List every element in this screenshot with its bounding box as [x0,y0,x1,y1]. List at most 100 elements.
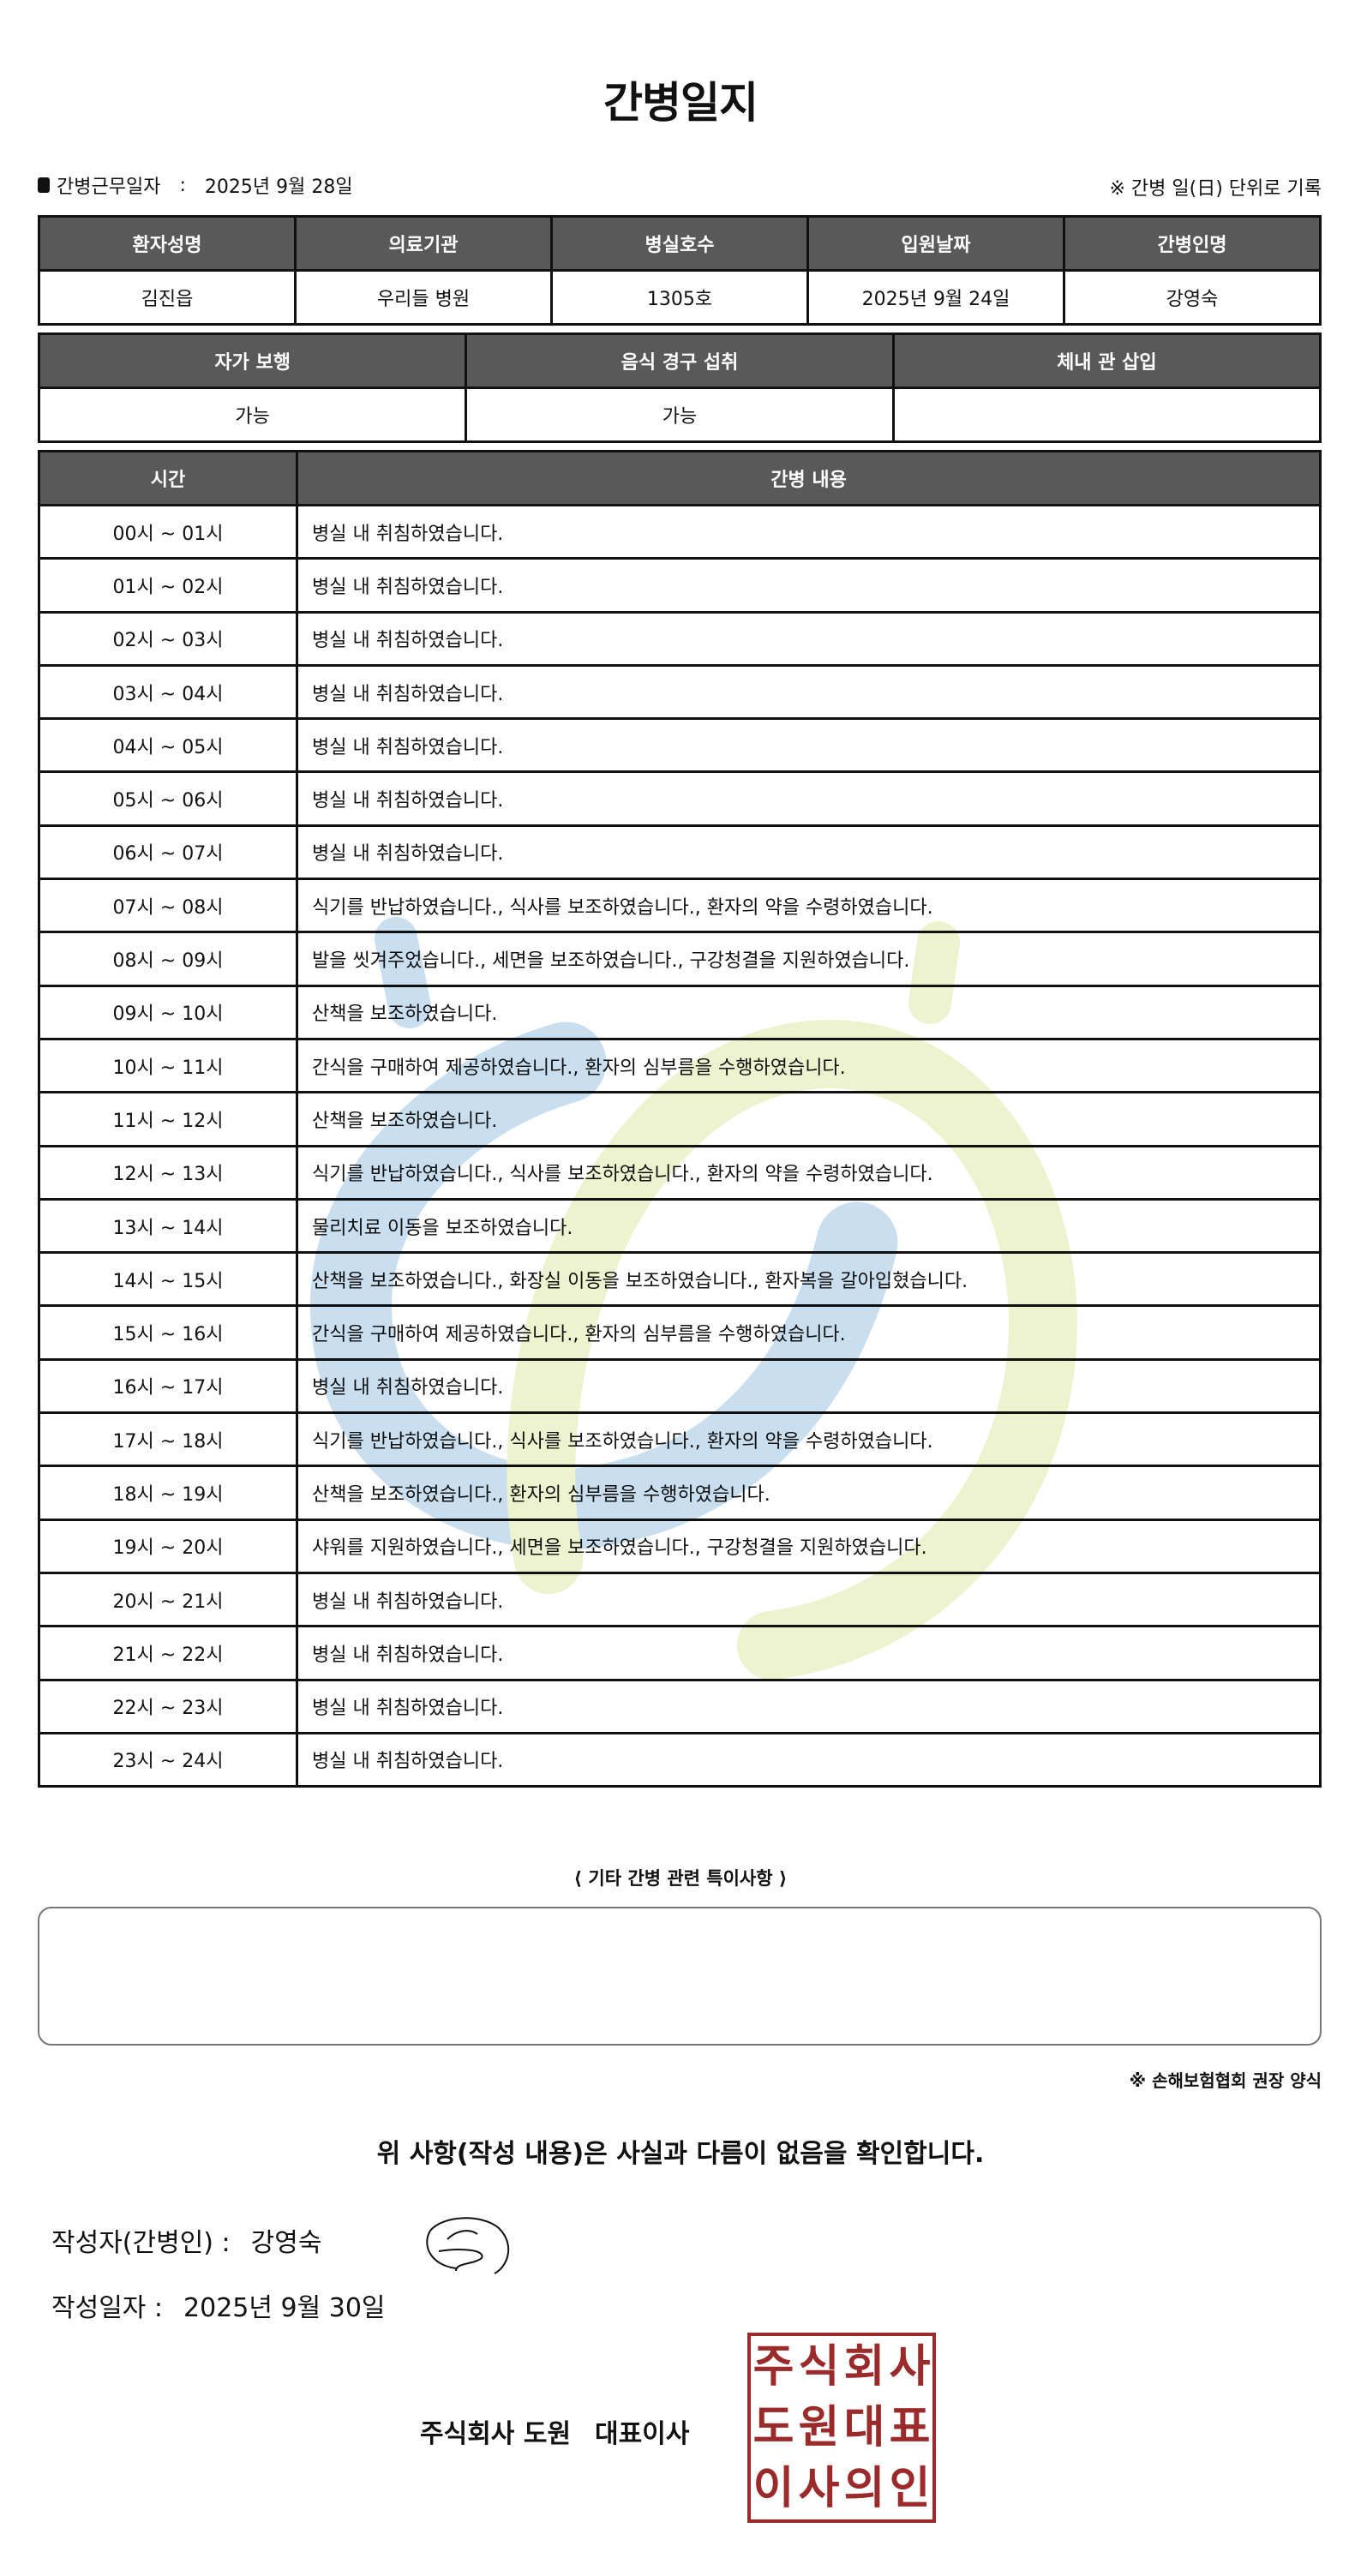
time-cell: 09시 ~ 10시 [38,984,298,1040]
table-row: 11시 ~ 12시 산책을 보조하였습니다. [38,1091,1322,1147]
time-cell: 08시 ~ 09시 [38,931,298,987]
table-row: 17시 ~ 18시 식기를 반납하였습니다., 식사를 보조하였습니다., 환자의… [38,1411,1322,1468]
table-row: 02시 ~ 03시 병실 내 취침하였습니다. [38,610,1322,667]
patient-table-cell: 2025년 9월 24일 [806,269,1065,326]
work-date-value: 2025년 9월 28일 [204,177,353,198]
table-row: 05시 ~ 06시 병실 내 취침하였습니다. [38,770,1322,827]
table-row: 07시 ~ 08시 식기를 반납하였습니다., 식사를 보조하였습니다., 환자의… [38,878,1322,934]
time-cell: 12시 ~ 13시 [38,1144,298,1201]
company-title: 대표이사 [595,2419,690,2449]
time-cell: 15시 ~ 16시 [38,1304,298,1361]
time-cell: 11시 ~ 12시 [38,1091,298,1147]
work-date: 간병근무일자 : 2025년 9월 28일 [38,171,353,199]
time-cell: 16시 ~ 17시 [38,1357,298,1415]
time-cell: 22시 ~ 23시 [38,1678,298,1734]
table-row: 18시 ~ 19시 산책을 보조하였습니다., 환자의 심부름을 수행하였습니다. [38,1465,1322,1521]
table-row: 01시 ~ 02시 병실 내 취침하였습니다. [38,557,1322,614]
stamp-character: 주 [752,2340,794,2393]
work-date-separator: : [179,174,186,196]
content-cell: 산책을 보조하였습니다. [296,1091,1322,1147]
stamp-character: 표 [889,2401,931,2453]
table-row: 21시 ~ 22시 병실 내 취침하였습니다. [38,1625,1322,1681]
stamp-character: 회 [843,2340,885,2393]
time-cell: 06시 ~ 07시 [38,824,298,881]
content-cell: 병실 내 취침하였습니다. [296,1357,1322,1415]
written-date-value: 2025년 9월 30일 [183,2293,386,2323]
patient-table-header: 환자성명 [38,215,297,272]
record-note: ※ 간병 일(日) 단위로 기록 [1109,178,1322,200]
stamp-character: 인 [889,2463,931,2515]
time-cell: 03시 ~ 04시 [38,663,298,721]
stamp-character: 사 [889,2340,931,2393]
content-cell: 병실 내 취침하였습니다. [296,663,1322,721]
content-cell: 간식을 구매하여 제공하였습니다., 환자의 심부름을 수행하였습니다. [296,1304,1322,1361]
content-cell: 병실 내 취침하였습니다. [296,1731,1322,1788]
special-notes-label: ⟨ 기타 간병 관련 특이사항 ⟩ [573,1868,788,1889]
table-row: 08시 ~ 09시 발을 씻겨주었습니다., 세면을 보조하였습니다., 구강청결… [38,931,1322,987]
time-cell: 14시 ~ 15시 [38,1251,298,1308]
time-cell: 18시 ~ 19시 [38,1465,298,1521]
patient-table-cell: 김진읍 [38,269,297,326]
content-cell: 발을 씻겨주었습니다., 세면을 보조하였습니다., 구강청결을 지원하였습니다… [296,931,1322,987]
content-cell: 병실 내 취침하였습니다. [296,824,1322,881]
status-table-header: 체내 관 삽입 [891,332,1322,389]
time-cell: 05시 ~ 06시 [38,770,298,827]
time-cell: 21시 ~ 22시 [38,1625,298,1681]
care-log-table: 시간 간병 내용 00시 ~ 01시 병실 내 취침하였습니다. 01시 ~ 02시… [38,450,1322,1788]
time-cell: 10시 ~ 11시 [38,1037,298,1094]
patient-table-cell: 강영숙 [1063,269,1322,326]
table-row: 10시 ~ 11시 간식을 구매하여 제공하였습니다., 환자의 심부름을 수행하… [38,1037,1322,1094]
written-date-line: 작성일자 : 2025년 9월 30일 [51,2286,386,2324]
stamp-character: 사 [798,2463,840,2515]
table-row: 19시 ~ 20시 샤워를 지원하였습니다., 세면을 보조하였습니다., 구강청… [38,1518,1322,1574]
patient-status-table: 자가 보행 음식 경구 섭취 체내 관 삽입 가능 가능 [37,332,1322,443]
table-row: 14시 ~ 15시 산책을 보조하였습니다., 화장실 이동을 보조하였습니다.,… [38,1251,1322,1308]
status-table-cell: 가능 [465,386,895,443]
patient-table-cell: 1305호 [550,269,809,326]
table-row: 13시 ~ 14시 물리치료 이동을 보조하였습니다. [38,1197,1322,1255]
table-row: 06시 ~ 07시 병실 내 취침하였습니다. [38,824,1322,881]
content-cell: 병실 내 취침하였습니다. [296,557,1322,614]
table-row: 00시 ~ 01시 병실 내 취침하였습니다. [38,503,1322,560]
time-cell: 23시 ~ 24시 [38,1731,298,1788]
company-signature: 주식회사 도원 대표이사 [420,2412,689,2450]
content-cell: 식기를 반납하였습니다., 식사를 보조하였습니다., 환자의 약을 수령하였습… [296,878,1322,934]
time-cell: 07시 ~ 08시 [38,878,298,934]
writer-label: 작성자(간병인) : [51,2228,231,2258]
content-cell: 병실 내 취침하였습니다. [296,770,1322,827]
stamp-character: 도 [752,2401,794,2453]
work-date-label: 간병근무일자 [57,177,161,198]
content-cell: 병실 내 취침하였습니다. [296,1678,1322,1734]
content-cell: 산책을 보조하였습니다., 환자의 심부름을 수행하였습니다. [296,1465,1322,1521]
signature-image [426,2217,510,2274]
page-title: 간병일지 [603,78,758,128]
written-date-label: 작성일자 : [51,2293,164,2323]
special-notes-box[interactable] [38,1907,1322,2046]
square-bullet-icon [38,177,50,193]
company-name: 주식회사 도원 [420,2419,572,2449]
stamp-character: 대 [843,2401,885,2453]
stamp-character: 원 [798,2401,840,2453]
table-row: 22시 ~ 23시 병실 내 취침하였습니다. [38,1678,1322,1734]
table-row: 09시 ~ 10시 산책을 보조하였습니다. [38,984,1322,1040]
content-cell: 병실 내 취침하였습니다. [296,503,1322,560]
patient-table-header: 간병인명 [1063,215,1322,272]
table-row: 03시 ~ 04시 병실 내 취침하였습니다. [38,663,1322,721]
content-cell: 식기를 반납하였습니다., 식사를 보조하였습니다., 환자의 약을 수령하였습… [296,1144,1322,1201]
table-row: 12시 ~ 13시 식기를 반납하였습니다., 식사를 보조하였습니다., 환자의… [38,1144,1322,1201]
time-cell: 19시 ~ 20시 [38,1518,298,1574]
content-cell: 산책을 보조하였습니다., 화장실 이동을 보조하였습니다., 환자복을 갈아입… [296,1251,1322,1308]
writer-name: 강영숙 [250,2228,322,2258]
content-column-header: 간병 내용 [296,450,1322,506]
content-cell: 물리치료 이동을 보조하였습니다. [296,1197,1322,1255]
time-cell: 00시 ~ 01시 [38,503,298,560]
table-row: 15시 ~ 16시 간식을 구매하여 제공하였습니다., 환자의 심부름을 수행하… [38,1304,1322,1361]
form-note: ※ 손해보험협회 권장 양식 [1129,2070,1322,2091]
content-cell: 병실 내 취침하였습니다. [296,717,1322,774]
content-cell: 병실 내 취침하였습니다. [296,1571,1322,1628]
patient-info-table: 환자성명 의료기관 병실호수 입원날짜 간병인명 김진읍 우리들 병원 1305호 2025년 … [38,215,1322,326]
time-cell: 02시 ~ 03시 [38,610,298,667]
patient-table-header: 의료기관 [294,215,553,272]
